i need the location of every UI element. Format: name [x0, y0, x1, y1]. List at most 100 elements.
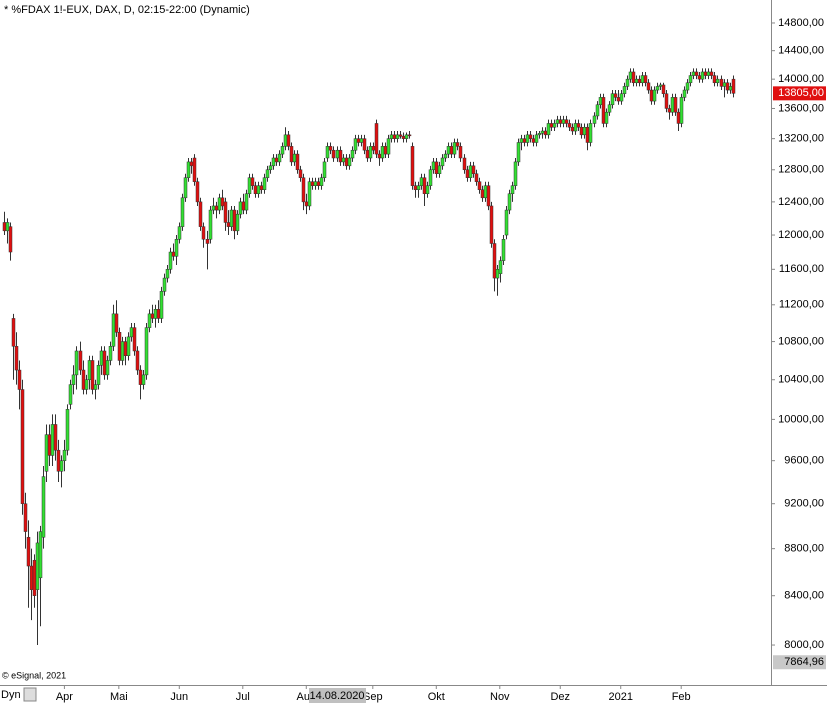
candle-body: [646, 82, 651, 91]
candle-body: [331, 149, 336, 159]
candle-body: [159, 291, 164, 319]
candle-body: [87, 360, 92, 380]
candle-body: [570, 126, 575, 132]
candle-body: [144, 327, 149, 376]
candle-body: [304, 201, 309, 207]
candle-body: [486, 185, 491, 207]
candle-body: [108, 346, 113, 361]
candle-body: [389, 134, 394, 139]
candle-body: [183, 177, 188, 199]
candle-body: [289, 146, 294, 163]
candle-body: [35, 542, 40, 590]
candle-body: [8, 226, 13, 253]
candle-body: [226, 222, 231, 227]
x-tick-label: 2021: [608, 691, 632, 703]
mode[interactable]: Dyn: [1, 689, 21, 701]
y-tick-label: 14000,00: [778, 73, 824, 85]
candle-body: [359, 138, 364, 143]
candle-body: [368, 146, 373, 159]
candle-body: [156, 309, 161, 319]
candle-body: [195, 181, 200, 203]
candle-body: [643, 75, 648, 84]
y-tick-label: 10400,00: [778, 374, 824, 386]
candle-body: [253, 185, 258, 195]
candle-body: [198, 201, 203, 227]
candle-body: [449, 146, 454, 155]
candle-body: [619, 93, 624, 102]
candle-body: [495, 269, 500, 279]
candle-body: [407, 134, 412, 137]
candle-body: [259, 185, 264, 190]
candle-body: [697, 75, 702, 80]
candle-body: [471, 165, 476, 174]
candle-body: [622, 86, 627, 94]
candle-body: [398, 134, 403, 137]
candle-body: [667, 108, 672, 113]
candle-body: [23, 503, 28, 532]
candle-body: [313, 181, 318, 186]
candle-body: [395, 134, 400, 139]
candle-body: [56, 449, 61, 472]
candle-body: [244, 193, 249, 211]
y-tick-label: 10800,00: [778, 335, 824, 347]
candle-body: [383, 146, 388, 155]
candle-body: [68, 384, 73, 405]
candle-body: [220, 197, 225, 207]
candle-body: [47, 434, 52, 456]
candle-body: [50, 424, 55, 456]
y-tick-label: 12800,00: [778, 164, 824, 176]
candle-body: [425, 185, 430, 195]
candle-body: [649, 89, 654, 102]
candle-body: [489, 205, 494, 244]
candle-body: [217, 197, 222, 211]
candle-body: [171, 251, 176, 257]
candle-body: [126, 336, 131, 356]
candle-body: [347, 157, 352, 167]
candle-body: [640, 75, 645, 84]
candle-body: [706, 71, 711, 76]
candle-body: [180, 197, 185, 227]
candle-body: [661, 84, 666, 94]
candle-body: [413, 185, 418, 190]
candle-body: [658, 84, 663, 87]
candle-body: [552, 123, 557, 128]
candle-body: [703, 71, 708, 76]
candle-body: [362, 138, 367, 151]
candle-body: [434, 161, 439, 174]
candle-body: [592, 115, 597, 124]
candle-body: [731, 78, 736, 94]
candle-body: [81, 369, 86, 390]
candle-body: [610, 93, 615, 106]
candle-body: [377, 153, 382, 159]
candle-body: [474, 173, 479, 182]
candle-body: [628, 71, 633, 80]
candle-body: [335, 149, 340, 159]
candle-body: [298, 169, 303, 178]
candle-body: [328, 146, 333, 151]
candle-body: [141, 374, 146, 385]
candle-body: [65, 409, 70, 451]
candle-body: [277, 153, 282, 163]
candle-body: [150, 313, 155, 319]
candle-body: [78, 350, 83, 371]
candle-body: [625, 78, 630, 87]
candle-body: [96, 365, 101, 385]
x-tick-label: Okt: [428, 691, 445, 703]
candle-body: [371, 146, 376, 151]
candle-body: [174, 239, 179, 257]
plot: 8000,00 8400,00 8800,00 9200,00 9600,00 10000…: [2, 17, 824, 703]
candle-body: [262, 177, 267, 190]
candle-body: [380, 146, 385, 159]
candle-body: [20, 389, 25, 504]
candle-body: [5, 222, 10, 232]
overlay: 14.08.2020 13805,00 7864,96: [309, 86, 826, 703]
candle-body: [601, 97, 606, 124]
candle-body: [410, 146, 415, 186]
candle-body: [268, 165, 273, 171]
candle-body: [111, 313, 116, 347]
candle-body: [280, 146, 285, 155]
candle-body: [386, 138, 391, 155]
candle-body: [652, 89, 657, 102]
x-tick-label: Jul: [236, 691, 250, 703]
mode-icon[interactable]: [23, 687, 37, 702]
